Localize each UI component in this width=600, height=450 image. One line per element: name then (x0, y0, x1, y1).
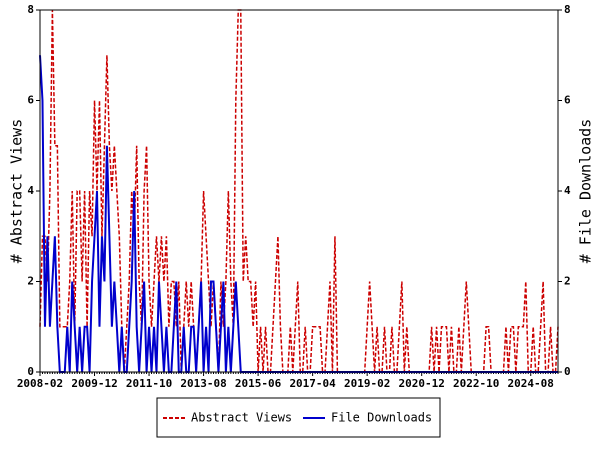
y-tick-label: 6 (27, 94, 34, 107)
x-tick-label: 2017-04 (289, 377, 336, 390)
y-tick-label: 8 (27, 3, 34, 16)
legend-label: Abstract Views (191, 411, 292, 425)
x-tick-label: 2008-02 (17, 377, 63, 390)
plot-frame (39, 9, 559, 373)
y2-tick-label: 6 (564, 94, 571, 107)
y-tick-label: 0 (27, 365, 34, 378)
x-tick-label: 2020-12 (399, 377, 445, 390)
y2-tick-label: 2 (564, 275, 571, 288)
legend-label: File Downloads (331, 411, 432, 425)
series-line (39, 9, 559, 373)
y2-tick-label: 8 (564, 3, 571, 16)
y2-axis-label: # File Downloads (577, 119, 595, 264)
x-tick-label: 2022-10 (453, 377, 499, 390)
x-tick-label: 2013-08 (180, 377, 226, 390)
x-tick-label: 2024-08 (508, 377, 554, 390)
x-tick-label: 2011-10 (126, 377, 172, 390)
y-axis-label: # Abstract Views (8, 119, 26, 264)
y2-tick-label: 0 (564, 365, 571, 378)
y-tick-label: 4 (27, 184, 34, 197)
y2-tick-label: 4 (564, 184, 571, 197)
legend-box (156, 397, 441, 438)
x-tick-label: 2015-06 (235, 377, 282, 390)
x-tick-label: 2009-12 (71, 377, 117, 390)
y-tick-label: 2 (27, 275, 34, 288)
x-tick-label: 2019-02 (344, 377, 390, 390)
